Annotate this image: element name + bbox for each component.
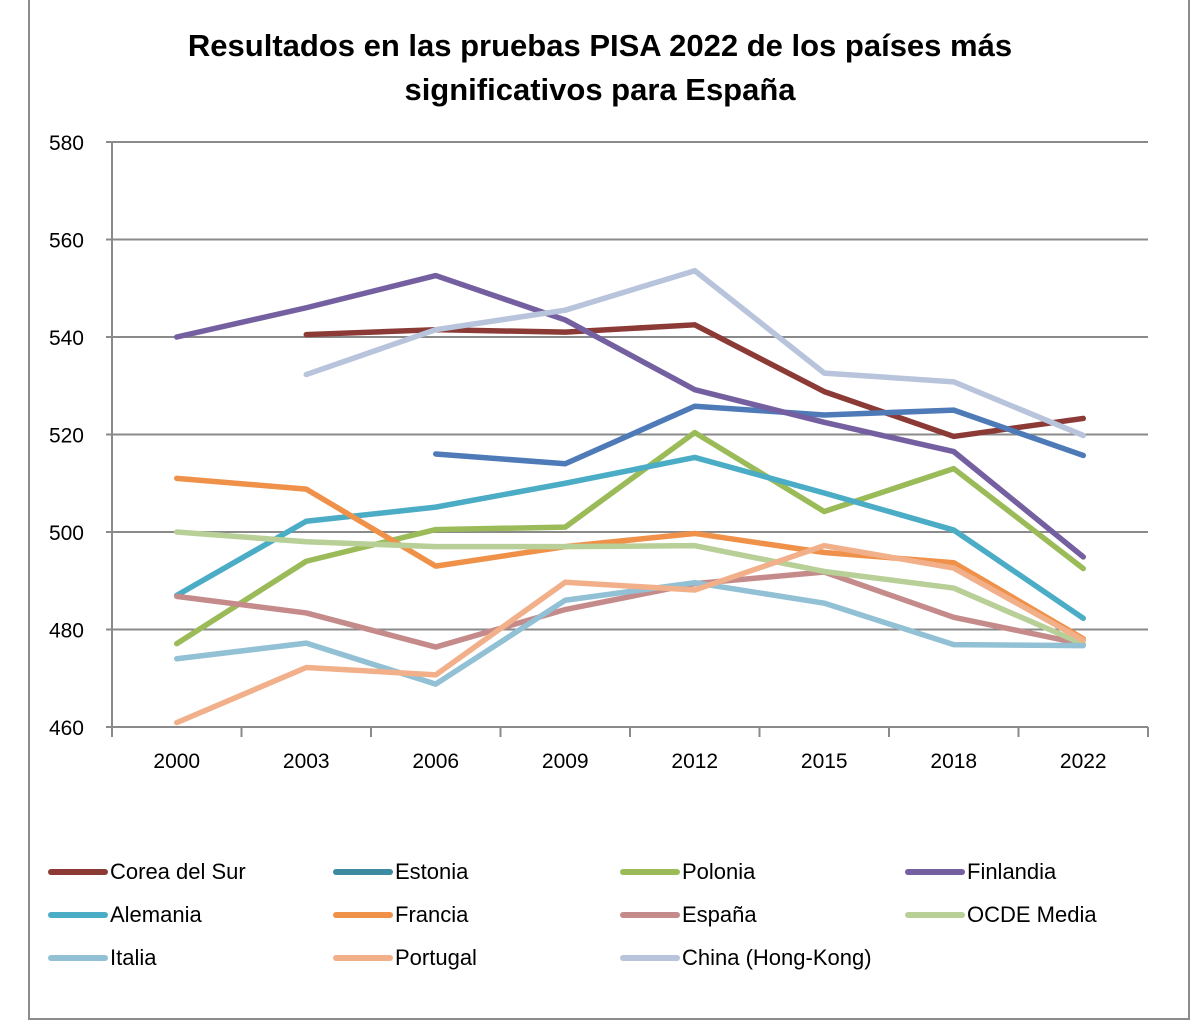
x-tick-label: 2006 <box>412 750 459 773</box>
legend-swatch <box>905 912 965 918</box>
x-tick-label: 2022 <box>1060 750 1107 773</box>
x-tick-label: 2003 <box>283 750 330 773</box>
legend-item: Portugal <box>333 938 477 978</box>
legend-swatch <box>333 912 393 918</box>
y-tick-label: 520 <box>49 425 84 448</box>
y-tick-label: 540 <box>49 327 84 350</box>
series-polonia <box>174 429 1086 647</box>
series-line-china-hong-kong <box>303 267 1086 439</box>
series-espana <box>174 569 1086 650</box>
legend-label: Finlandia <box>967 859 1057 884</box>
series-line-polonia <box>174 429 1086 647</box>
x-tick-label: 2009 <box>542 750 589 773</box>
legend-item: España <box>620 895 757 935</box>
series-line-francia <box>174 475 1086 642</box>
legend-label: Corea del Sur <box>110 859 246 884</box>
legend-item: Alemania <box>48 895 202 935</box>
legend-label: China (Hong-Kong) <box>682 945 872 970</box>
legend-swatch <box>333 955 393 961</box>
x-tick-label: 2000 <box>153 750 200 773</box>
chart-title: Resultados en las pruebas PISA 2022 de l… <box>0 24 1200 112</box>
series-line-estonia <box>433 403 1086 467</box>
legend-label: Alemania <box>110 902 202 927</box>
chart-frame <box>28 0 1190 1020</box>
legend-item: Italia <box>48 938 156 978</box>
legend-label: Estonia <box>395 859 469 884</box>
series-alemania <box>174 454 1086 622</box>
y-tick-label: 480 <box>49 620 84 643</box>
legend-label: Polonia <box>682 859 756 884</box>
legend-label: Francia <box>395 902 469 927</box>
x-tick-label: 2015 <box>801 750 848 773</box>
legend-swatch <box>48 869 108 875</box>
y-tick-label: 580 <box>49 132 84 155</box>
series-line-corea-del-sur <box>303 322 1086 440</box>
legend-swatch <box>905 869 965 875</box>
legend-swatch <box>620 912 680 918</box>
series-line-espana <box>174 569 1086 650</box>
legend-item: Finlandia <box>905 852 1056 892</box>
legend-swatch <box>620 955 680 961</box>
x-tick-label: 2012 <box>671 750 718 773</box>
y-tick-label: 460 <box>49 717 84 740</box>
series-portugal <box>174 542 1086 726</box>
legend-item: Estonia <box>333 852 468 892</box>
series-line-ocde-media <box>174 529 1086 647</box>
series-estonia <box>433 403 1086 467</box>
legend-item: Corea del Sur <box>48 852 246 892</box>
series-line-alemania <box>174 454 1086 622</box>
legend-label: Italia <box>110 945 157 970</box>
series-lines <box>174 267 1086 726</box>
legend-item: OCDE Media <box>905 895 1097 935</box>
legend-swatch <box>333 869 393 875</box>
legend-label: España <box>682 902 757 927</box>
series-italia <box>174 579 1086 687</box>
legend-swatch <box>48 912 108 918</box>
axes: 460 480 500 520 540 560 580 2000 2003 2006 2009 201… <box>49 132 1149 773</box>
series-corea-del-sur <box>303 322 1086 440</box>
y-tick-label: 560 <box>49 230 84 253</box>
series-finlandia <box>174 272 1086 560</box>
x-tick-label: 2018 <box>930 750 977 773</box>
legend-label: Portugal <box>395 945 477 970</box>
series-line-italia <box>174 579 1086 687</box>
y-tick-label: 500 <box>49 522 84 545</box>
legend-swatch <box>48 955 108 961</box>
series-line-finlandia <box>174 272 1086 560</box>
legend-item: China (Hong-Kong) <box>620 938 872 978</box>
legend-label: OCDE Media <box>967 902 1097 927</box>
chart-title-line-1: Resultados en las pruebas PISA 2022 de l… <box>187 28 1013 63</box>
legend-swatch <box>620 869 680 875</box>
chart-title-line-2: significativos para España <box>404 72 796 107</box>
series-china-hong-kong <box>303 267 1086 439</box>
series-line-portugal <box>174 542 1086 726</box>
legend-item: Polonia <box>620 852 755 892</box>
legend-item: Francia <box>333 895 468 935</box>
